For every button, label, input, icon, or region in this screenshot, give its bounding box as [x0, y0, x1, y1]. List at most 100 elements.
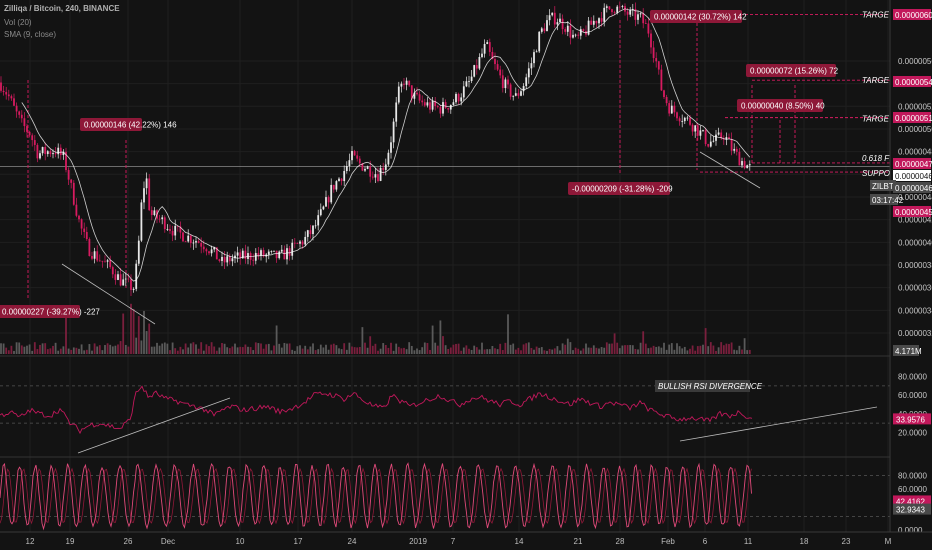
candle-body: [15, 105, 18, 112]
rsi-value-tag-text: 33.9576: [896, 415, 925, 424]
price-tag-9: 4.171M: [893, 345, 922, 356]
candle-body: [387, 152, 390, 165]
volume-bar: [109, 344, 112, 354]
volume-bar: [283, 342, 286, 354]
volume-bar: [273, 345, 275, 354]
drawing-labels: 0.00000227 (-39.27%) -227 0.00000146 (42.…: [0, 10, 902, 318]
candle-body: [153, 210, 156, 216]
candle-body: [377, 174, 379, 181]
volume-bar: [13, 350, 15, 354]
volume-bar: [509, 344, 512, 354]
price-axis[interactable]: 0.000005600.000005400.000005200.00000500…: [870, 9, 932, 535]
stoch-tag-text-0: 42.4162: [896, 497, 925, 506]
volume-bar: [613, 333, 616, 354]
candle-body: [543, 28, 546, 32]
candle-body: [421, 100, 424, 103]
volume-legend[interactable]: Vol (20): [4, 18, 32, 27]
level-text-4: SUPPORT: [862, 169, 902, 178]
candle-body: [130, 279, 132, 290]
volume-bar: [270, 350, 273, 354]
price-tag-text-6: 0.00000462: [895, 184, 932, 193]
price-tag-bg-7: [870, 194, 898, 205]
volume-bar: [286, 343, 288, 354]
candle-body: [605, 6, 608, 8]
candle-body: [75, 204, 78, 216]
volume-bar: [288, 343, 291, 354]
candle-body: [98, 260, 101, 262]
volume-bar: [577, 348, 580, 354]
volume-bar: [244, 344, 247, 354]
volume-bar: [278, 343, 281, 354]
volume-bar: [221, 343, 223, 354]
candle-body: [114, 274, 117, 280]
candle-body: [683, 117, 686, 122]
price-tag-text-7: 03:17:42: [872, 196, 904, 205]
candle-body: [137, 240, 140, 264]
volume-bar: [265, 344, 268, 354]
rsi-note-text: BULLISH RSI DIVERGENCE: [658, 382, 763, 391]
volume-bar: [387, 347, 390, 354]
candle-body: [72, 182, 75, 205]
volume-bar: [546, 350, 548, 354]
candle-body: [325, 197, 327, 207]
price-tick-label-8: 0.00000400: [898, 238, 932, 247]
symbol-legend[interactable]: Zilliqa / Bitcoin, 240, BINANCE: [4, 4, 120, 13]
time-label-0: 12: [26, 537, 35, 546]
volume-bar: [681, 348, 684, 354]
candle-body: [52, 153, 54, 155]
candle-body: [384, 164, 387, 170]
volume-bar: [504, 342, 507, 354]
candle-body: [572, 34, 574, 38]
candle-body: [520, 91, 522, 96]
grid-lines: [0, 0, 890, 532]
candle-body: [200, 242, 203, 247]
candle-body: [613, 12, 616, 13]
candle-body: [564, 29, 567, 32]
volume-bar: [423, 342, 426, 354]
candle-body: [109, 260, 112, 268]
volume-bar: [595, 347, 598, 354]
candle-body: [2, 90, 5, 93]
candle-body: [197, 241, 200, 243]
candle-body: [106, 260, 109, 262]
label-rise-1-bg: [80, 118, 142, 131]
volume-bar: [553, 348, 556, 354]
volume-bar: [106, 343, 109, 354]
candle-body: [702, 130, 704, 131]
volume-bar: [236, 347, 239, 354]
ma-legend[interactable]: SMA (9, close): [4, 30, 57, 39]
price-tag-bg-3: [893, 158, 931, 169]
candle-body: [553, 12, 556, 25]
candle-body: [127, 278, 130, 280]
time-axis[interactable]: 12 19 26 Dec 10 17 24 2019 7 14 21 28 Feb 6 11 18 23 M: [26, 537, 892, 546]
candle-body: [117, 274, 119, 280]
time-label-13: 6: [703, 537, 708, 546]
volume-bar: [299, 345, 301, 354]
time-label-1: 19: [66, 537, 75, 546]
candle-body: [418, 94, 421, 101]
candle-body: [44, 147, 47, 154]
candle-body: [166, 229, 169, 230]
volume-bars: [0, 303, 751, 354]
candle-body: [499, 69, 502, 76]
volume-bar: [319, 344, 322, 354]
volume-bar: [725, 343, 728, 354]
candle-body: [548, 15, 551, 21]
candle-body: [533, 52, 535, 64]
candle-body: [694, 125, 697, 132]
price-tag-4: 0.00000467: [893, 170, 932, 181]
candle-body: [699, 130, 702, 136]
candle-body: [254, 252, 257, 261]
candle-body: [135, 263, 138, 289]
candle-body: [171, 230, 174, 236]
volume-bar: [733, 349, 736, 354]
volume-bar: [473, 345, 476, 354]
candle-body: [478, 56, 481, 69]
label-drop-2-bg: [568, 182, 670, 195]
volume-bar: [163, 342, 166, 354]
rsi-pane: BULLISH RSI DIVERGENCE: [0, 380, 890, 454]
candle-body: [410, 85, 413, 99]
volume-bar: [366, 347, 369, 354]
